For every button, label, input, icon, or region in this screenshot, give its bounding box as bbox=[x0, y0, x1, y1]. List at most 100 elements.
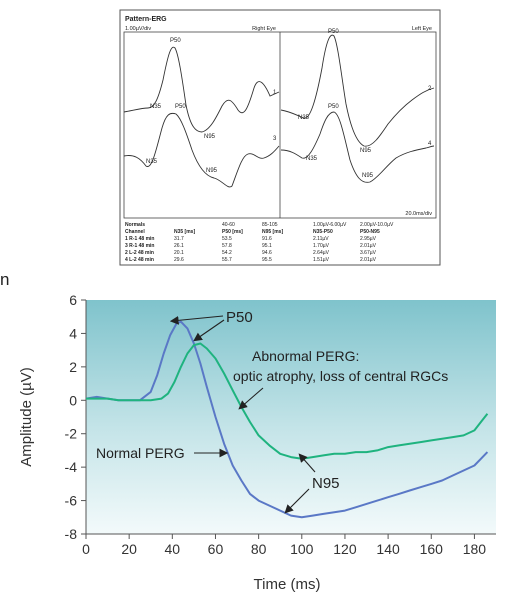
trace-3-label: 3 bbox=[273, 136, 277, 142]
table-row: 3 R-1 48 min 26.1 57.8 95.1 1.70µV 2.01µ… bbox=[125, 243, 377, 249]
right-scale-label: 1.00µV/div bbox=[125, 26, 151, 32]
table-header-cell: N95 [ms] bbox=[262, 229, 283, 235]
y-axis-label: Amplitude (µV) bbox=[18, 367, 35, 467]
table-cell: 20.1 bbox=[174, 250, 184, 256]
table-cell: 85-105 bbox=[262, 222, 278, 228]
annotation-normal: Normal PERG bbox=[96, 445, 185, 461]
table-header-cell: Channel bbox=[125, 229, 145, 235]
table-header-cell: P50 [ms] bbox=[222, 229, 243, 235]
table-cell: 2.01µV bbox=[360, 257, 377, 263]
peak-label-n35-3: N35 bbox=[146, 159, 158, 165]
arrow-p50-normal bbox=[169, 315, 224, 325]
time-scale-label: 20.0ms/div bbox=[405, 211, 432, 217]
table-header-cell: N35 [ms] bbox=[174, 229, 195, 235]
trace-1 bbox=[123, 46, 280, 133]
table-cell: 3.67µV bbox=[360, 250, 377, 256]
table-cell: 2 L-2 48 min bbox=[125, 250, 154, 256]
table-cell: 53.5 bbox=[222, 236, 232, 242]
left-eye-label: Left Eye bbox=[412, 26, 432, 32]
peak-label-n35-1: N35 bbox=[150, 104, 162, 110]
stray-text: n bbox=[0, 270, 10, 289]
peak-label-n95-1: N95 bbox=[204, 134, 216, 140]
peak-label-n35-4: N35 bbox=[306, 156, 318, 162]
annotation-abnormal-line1: Abnormal PERG: bbox=[252, 348, 359, 364]
table-cell: 1.70µV bbox=[313, 243, 330, 249]
peak-label-n35-2: N35 bbox=[298, 115, 310, 121]
table-cell: 1.00µV-6.00µV bbox=[313, 222, 347, 228]
x-axis-label: Time (ms) bbox=[254, 576, 321, 593]
peak-label-n95-3: N95 bbox=[206, 168, 218, 174]
x-tick-label: 60 bbox=[208, 541, 224, 557]
pattern-erg-title: Pattern-ERG bbox=[125, 16, 167, 23]
table-row: 4 L-2 48 min 29.6 55.7 95.5 1.51µV 2.01µ… bbox=[125, 257, 377, 263]
annotation-n95: N95 bbox=[312, 475, 340, 492]
perg-series bbox=[85, 320, 489, 519]
x-tick-label: 180 bbox=[463, 541, 487, 557]
y-tick-label: 4 bbox=[69, 325, 77, 341]
series-abnormal-line bbox=[86, 342, 489, 460]
table-cell: 29.6 bbox=[174, 257, 184, 263]
trace-4 bbox=[280, 111, 435, 183]
table-cell: 26.1 bbox=[174, 243, 184, 249]
y-tick-label: -8 bbox=[65, 526, 78, 542]
y-tick-label: 6 bbox=[69, 292, 77, 308]
table-cell: 91.6 bbox=[262, 236, 272, 242]
table-header-row: Channel N35 [ms] P50 [ms] N95 [ms] N35-P… bbox=[125, 229, 380, 235]
perg-plot-area bbox=[86, 300, 496, 534]
peak-label-n95-2: N95 bbox=[360, 148, 372, 154]
table-cell: 2.11µV bbox=[313, 236, 329, 242]
x-tick-label: 40 bbox=[165, 541, 181, 557]
peak-label-n95-4: N95 bbox=[362, 173, 374, 179]
table-cell: 40-60 bbox=[222, 222, 235, 228]
table-row: 2 L-2 48 min 20.1 54.2 94.6 2.64µV 3.67µ… bbox=[125, 250, 377, 256]
table-row: 1 R-1 48 min 31.7 53.5 91.6 2.11µV 2.95µ… bbox=[125, 236, 377, 242]
table-cell: 1.51µV bbox=[313, 257, 330, 263]
table-cell: 4 L-2 48 min bbox=[125, 257, 154, 263]
trace-2 bbox=[280, 34, 435, 147]
y-tick-label: 2 bbox=[69, 359, 77, 375]
y-tick-label: 0 bbox=[69, 392, 77, 408]
peak-label-p50-2: P50 bbox=[328, 29, 339, 35]
series-normal-line bbox=[85, 320, 489, 519]
trace-3 bbox=[123, 112, 280, 188]
trace-2-label: 2 bbox=[428, 86, 432, 92]
pattern-erg-table: Normals 40-60 85-105 1.00µV-6.00µV 2.00µ… bbox=[125, 222, 394, 263]
arrow-n95-abnormal bbox=[298, 453, 316, 473]
x-tick-label: 80 bbox=[251, 541, 267, 557]
table-header-cell: P50-N95 bbox=[360, 229, 380, 235]
table-header-cell: N35-P50 bbox=[313, 229, 333, 235]
peak-label-p50-3: P50 bbox=[175, 104, 186, 110]
right-eye-label: Right Eye bbox=[252, 26, 276, 32]
annotation-abnormal-line2: optic atrophy, loss of central RGCs bbox=[233, 368, 448, 384]
y-tick-label: -2 bbox=[65, 426, 78, 442]
x-tick-label: 120 bbox=[333, 541, 357, 557]
trace-4-label: 4 bbox=[428, 141, 432, 147]
peak-label-p50-4: P50 bbox=[328, 104, 339, 110]
table-cell: 2.01µV bbox=[360, 243, 377, 249]
x-tick-label: 20 bbox=[121, 541, 137, 557]
peak-label-p50-1: P50 bbox=[170, 38, 181, 44]
arrow-p50-abnormal bbox=[193, 319, 225, 342]
annotation-p50: P50 bbox=[226, 309, 253, 326]
table-cell: 2.00µV-10.0µV bbox=[360, 222, 394, 228]
x-tick-label: 140 bbox=[376, 541, 400, 557]
trace-1-label: 1 bbox=[273, 90, 277, 96]
table-normals-row: Normals 40-60 85-105 1.00µV-6.00µV 2.00µ… bbox=[125, 222, 394, 228]
arrow-abnormal bbox=[238, 387, 264, 410]
table-cell: 3 R-1 48 min bbox=[125, 243, 154, 249]
x-tick-label: 0 bbox=[82, 541, 90, 557]
pattern-erg-figure: Pattern-ERG 1.00µV/div Right Eye Left Ey… bbox=[119, 9, 441, 266]
y-tick-label: -4 bbox=[65, 459, 78, 475]
table-cell: 55.7 bbox=[222, 257, 232, 263]
table-cell: 1 R-1 48 min bbox=[125, 236, 154, 242]
table-cell: 2.95µV bbox=[360, 236, 377, 242]
x-tick-label: 100 bbox=[290, 541, 314, 557]
x-tick-label: 160 bbox=[420, 541, 444, 557]
table-cell: 57.8 bbox=[222, 243, 232, 249]
arrow-n95-normal bbox=[284, 488, 310, 514]
table-cell: 95.1 bbox=[262, 243, 272, 249]
table-cell: 95.5 bbox=[262, 257, 272, 263]
